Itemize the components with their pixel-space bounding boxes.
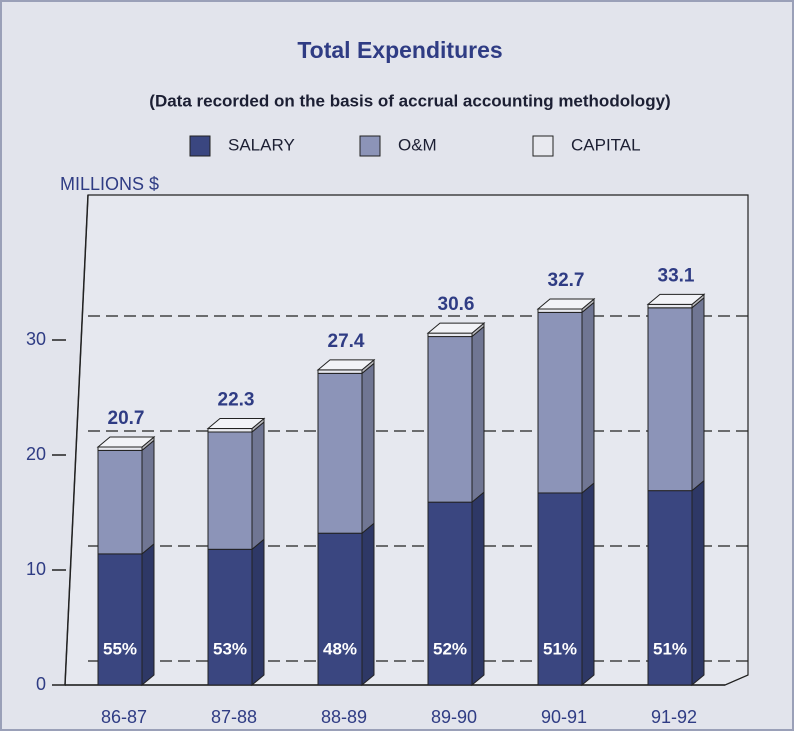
floor-edge — [724, 674, 749, 686]
bar-segment — [317, 532, 363, 686]
y-axis — [64, 194, 89, 686]
x-tick-label: 86-87 — [101, 707, 147, 727]
bar-side — [141, 439, 155, 555]
y-tick-label: 20 — [26, 444, 46, 464]
bar-segment — [207, 548, 253, 686]
share-label: 52% — [433, 639, 467, 658]
bar-segment — [537, 311, 583, 494]
legend-label: CAPITAL — [571, 135, 641, 154]
bar-top — [96, 436, 156, 448]
bar-segment — [647, 490, 693, 686]
bar-side — [251, 538, 265, 687]
chart-subtitle: (Data recorded on the basis of accrual a… — [149, 91, 670, 110]
bar-segment — [537, 492, 583, 686]
bar-side — [141, 542, 155, 687]
bar-segment — [427, 332, 473, 338]
x-tick-label: 88-89 — [321, 707, 367, 727]
share-label: 51% — [653, 639, 687, 658]
total-label: 32.7 — [548, 270, 585, 291]
y-tick-label: 10 — [26, 559, 46, 579]
legend-swatch — [359, 135, 381, 157]
total-label: 33.1 — [658, 265, 695, 286]
bar-top — [646, 293, 706, 305]
bar-segment — [97, 446, 143, 451]
bar-segment — [537, 308, 583, 313]
bar-side — [691, 479, 705, 687]
x-tick-label: 90-91 — [541, 707, 587, 727]
total-label: 27.4 — [328, 331, 365, 352]
bar-segment — [97, 449, 143, 555]
total-label: 22.3 — [218, 390, 255, 411]
share-label: 51% — [543, 639, 577, 658]
back-panel — [64, 194, 749, 686]
x-tick-label: 91-92 — [651, 707, 697, 727]
legend-label: SALARY — [228, 135, 295, 154]
y-tick-label: 30 — [26, 329, 46, 349]
chart-title: Total Expenditures — [297, 37, 502, 63]
bar-segment — [647, 303, 693, 309]
bar-side — [471, 491, 485, 687]
bar-side — [361, 522, 375, 687]
bar-segment — [207, 431, 253, 550]
x-tick-label: 87-88 — [211, 707, 257, 727]
total-label: 30.6 — [438, 294, 475, 315]
bar-top — [316, 359, 376, 371]
legend-swatch — [189, 135, 211, 157]
bar-side — [471, 325, 485, 504]
bar-segment — [427, 501, 473, 686]
bar-segment — [317, 372, 363, 534]
x-tick-label: 89-90 — [431, 707, 477, 727]
share-label: 55% — [103, 639, 137, 658]
bar-top — [426, 322, 486, 334]
bar-segment — [207, 428, 253, 433]
legend-label: O&M — [398, 135, 437, 154]
bar-side — [251, 420, 265, 551]
bar-side — [691, 296, 705, 492]
bar-side — [581, 301, 595, 495]
bar-top — [206, 418, 266, 430]
total-label: 20.7 — [108, 408, 145, 429]
bar-segment — [317, 369, 363, 374]
legend-swatch — [532, 135, 554, 157]
bar-segment — [647, 307, 693, 492]
y-axis-label: MILLIONS $ — [60, 174, 159, 194]
bar-side — [581, 481, 595, 687]
y-tick-label: 0 — [36, 674, 46, 694]
bar-side — [361, 362, 375, 535]
share-label: 53% — [213, 639, 247, 658]
bar-segment — [97, 553, 143, 686]
share-label: 48% — [323, 639, 357, 658]
bar-top — [536, 298, 596, 310]
bar-segment — [427, 336, 473, 503]
